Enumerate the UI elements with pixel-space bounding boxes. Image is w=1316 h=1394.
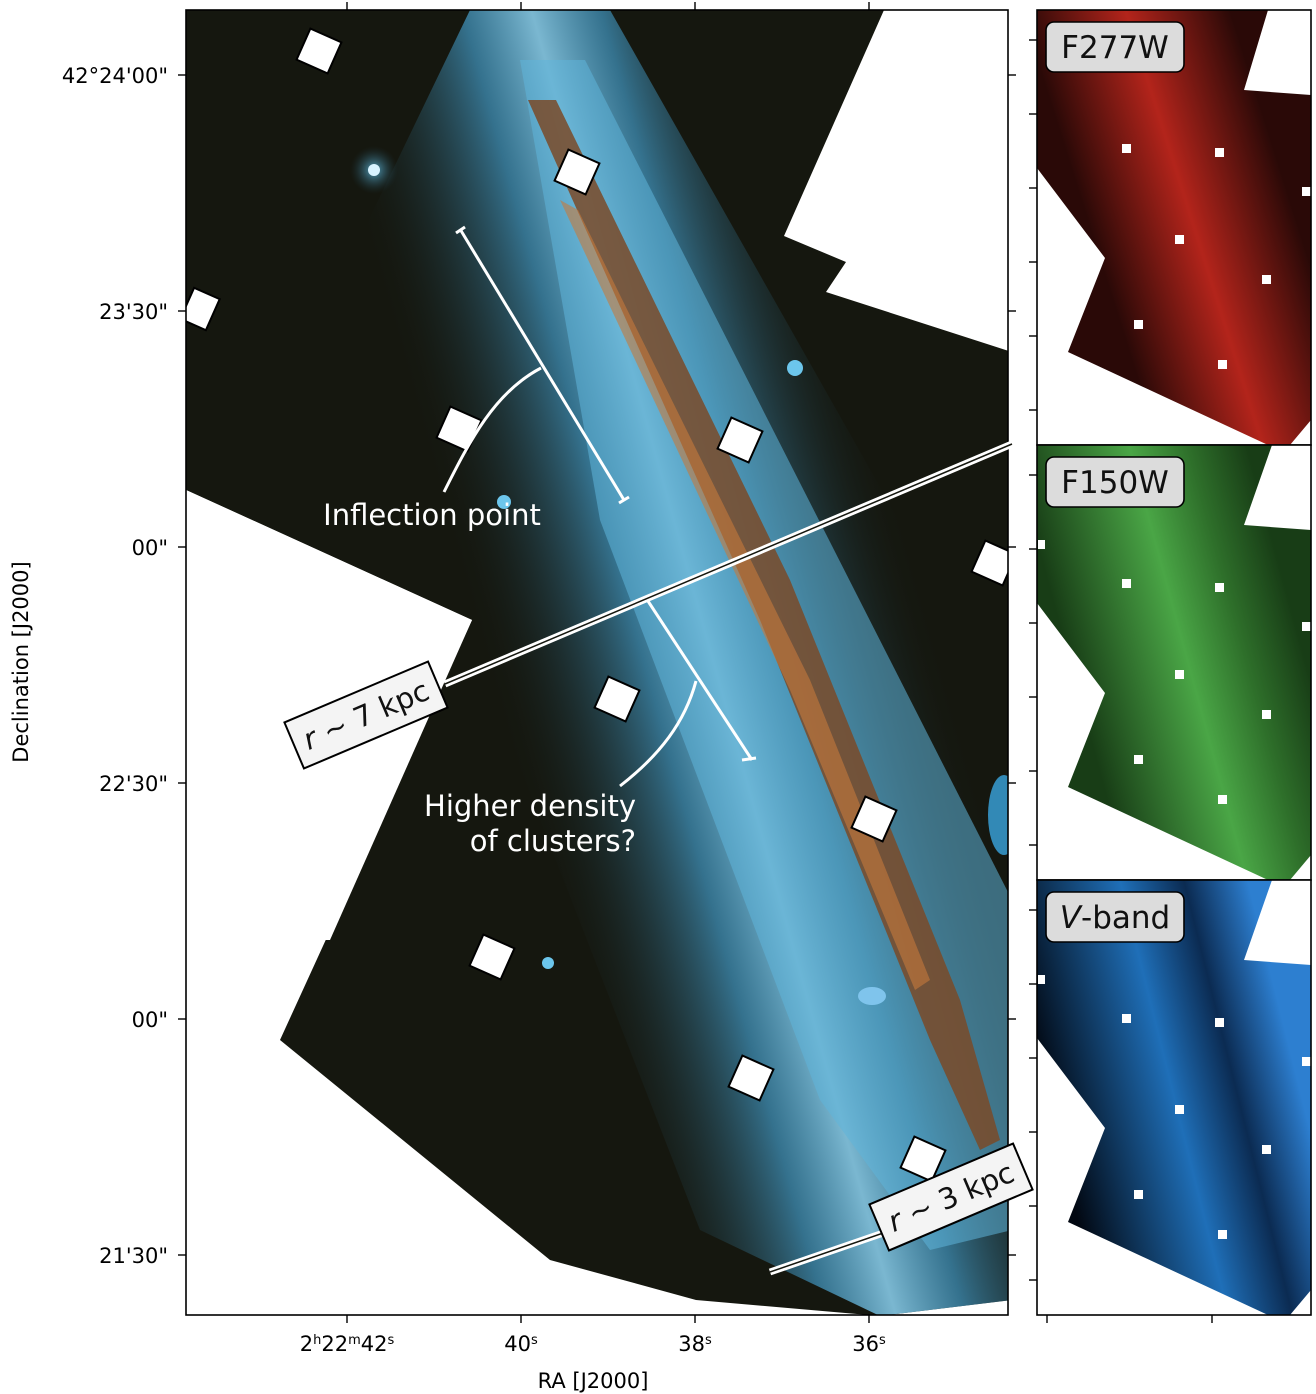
dec-tick-label: 00" <box>132 536 168 560</box>
main-panel-frame <box>185 9 1009 1316</box>
bright-star-core <box>368 164 380 176</box>
f277w-badge: F277W <box>1045 21 1185 73</box>
compact-source <box>858 987 886 1005</box>
vband-footprint <box>1037 880 1311 1315</box>
f277w-gap-masks <box>1122 144 1311 369</box>
svg-text:F277W: F277W <box>1061 30 1169 66</box>
edge-glow <box>988 775 1008 855</box>
ra-tick-labels: 2h22m42s 40s 38s 36s <box>300 1332 886 1356</box>
dec-tick-label: 42°24'00" <box>62 64 168 88</box>
f150w-footprint <box>1037 445 1311 880</box>
dec-tick-labels: 42°24'00" 23'30" 00" 22'30" 00" 21'30" <box>62 64 168 1268</box>
f277w-footprint <box>1037 10 1311 445</box>
ra-tick-label: 2h22m42s <box>300 1332 395 1356</box>
side-panel-f277w: F277W <box>1036 9 1312 446</box>
vband-frame <box>1036 879 1312 1316</box>
higher-density-label-line2: of clusters? <box>470 824 636 858</box>
vband-badge: V-band <box>1045 891 1185 943</box>
ra-axis-title: RA [J2000] <box>538 1369 649 1393</box>
star-forming-ridge <box>560 200 930 990</box>
ra-tick-label: 38s <box>678 1332 712 1356</box>
compact-source <box>497 495 511 509</box>
ra-tick-label: 36s <box>852 1332 886 1356</box>
main-image-panel: 42°24'00" 23'30" 00" 22'30" 00" 21'30" D… <box>9 2 1034 1393</box>
compact-source <box>787 360 803 376</box>
inflection-point-label: Inflection point <box>323 498 541 532</box>
f150w-badge: F150W <box>1045 456 1185 508</box>
higher-density-bracket <box>619 597 757 788</box>
f150w-gap-masks <box>1038 540 1311 804</box>
svg-text:F150W: F150W <box>1061 465 1169 501</box>
vband-gap-masks <box>1038 975 1311 1239</box>
compact-source <box>542 957 554 969</box>
dec-tick-label: 00" <box>132 1008 168 1032</box>
dec-axis-title: Declination [J2000] <box>9 561 33 762</box>
detector-gap-masks <box>186 27 1008 1183</box>
inflection-bracket <box>442 225 630 505</box>
dec-tick-label: 21'30" <box>99 1244 168 1268</box>
ra-tick-label: 40s <box>504 1332 538 1356</box>
r3-radius-line <box>768 1226 894 1276</box>
dec-axis-ticks <box>178 2 1016 1323</box>
dec-tick-label: 23'30" <box>99 300 168 324</box>
r7-radius-line <box>443 440 1014 688</box>
side-panel-vband: V-band <box>1036 879 1312 1316</box>
side-panel-ticks <box>1029 39 1213 1323</box>
svg-text:V-band: V-band <box>1060 900 1170 936</box>
side-panel-f150w: F150W <box>1036 444 1312 881</box>
higher-density-label-line1: Higher density <box>424 789 636 823</box>
r3-label-box: r ~ 3 kpc <box>868 1142 1034 1252</box>
dec-tick-label: 22'30" <box>99 772 168 796</box>
